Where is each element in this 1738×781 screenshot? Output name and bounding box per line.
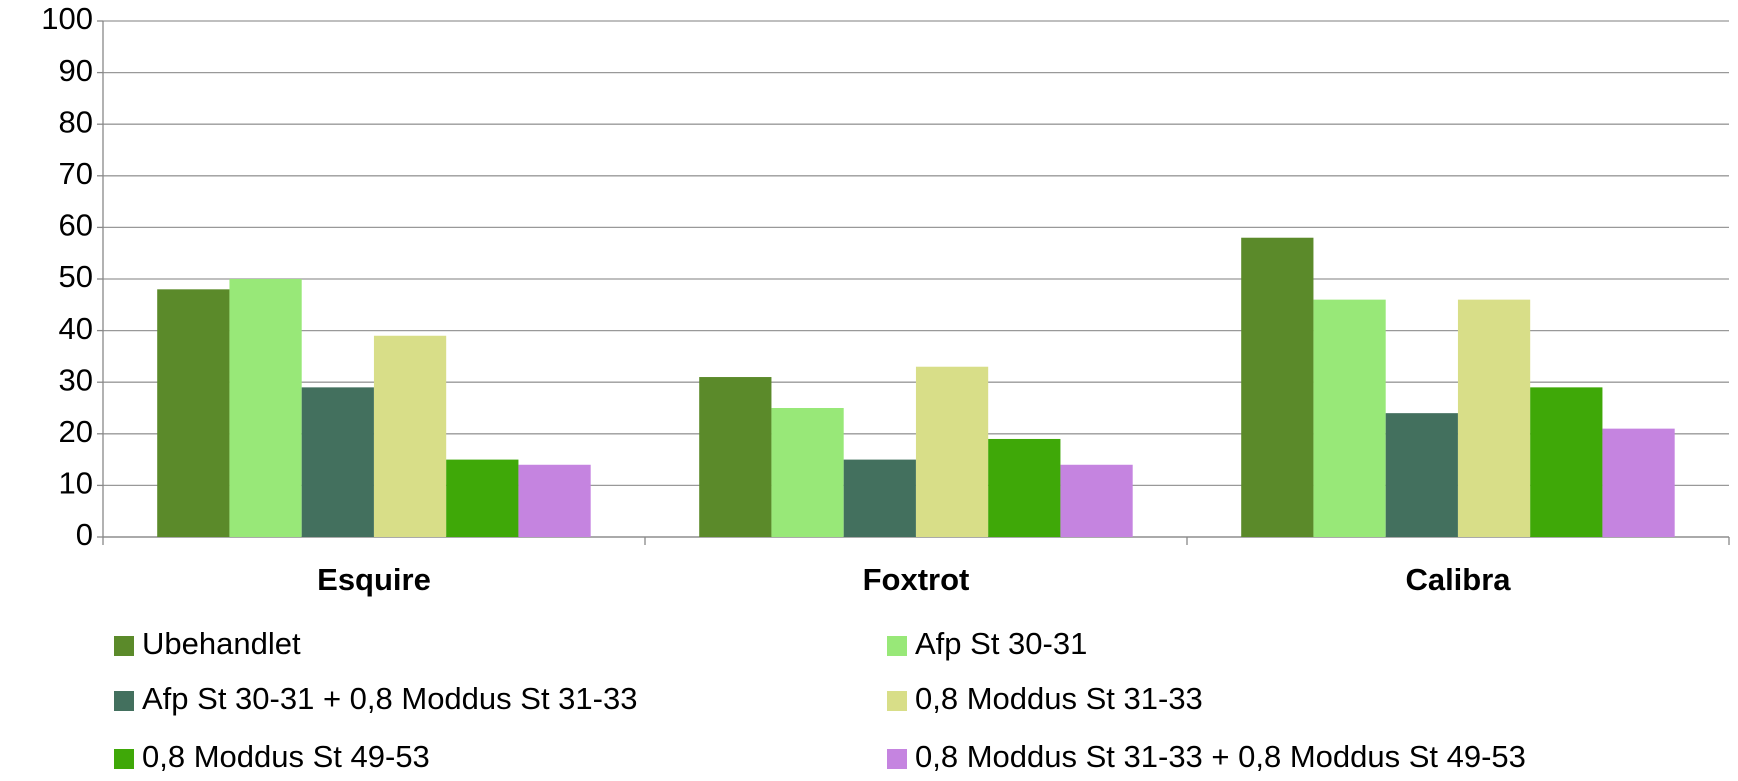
- bar: [1602, 428, 1675, 537]
- bar: [699, 377, 772, 537]
- legend-swatch: [114, 691, 134, 711]
- bar: [1241, 237, 1314, 537]
- y-tick-label: 0: [76, 517, 93, 552]
- bar: [229, 279, 302, 537]
- legend-label: Afp St 30-31 + 0,8 Moddus St 31-33: [142, 681, 637, 716]
- bar: [446, 459, 519, 537]
- bar: [1385, 413, 1458, 537]
- legend-swatch: [887, 691, 907, 711]
- y-tick-label: 90: [59, 53, 93, 88]
- bar: [157, 289, 230, 537]
- bar: [843, 459, 916, 537]
- y-tick-label: 30: [59, 362, 93, 397]
- legend-swatch: [887, 749, 907, 769]
- x-tick-label: Foxtrot: [863, 562, 970, 597]
- legend-swatch: [887, 636, 907, 656]
- bar: [518, 464, 591, 537]
- y-tick-label: 20: [59, 414, 93, 449]
- y-tick-label: 10: [59, 466, 93, 501]
- y-tick-label: 80: [59, 104, 93, 139]
- legend-label: 0,8 Moddus St 31-33: [915, 681, 1203, 716]
- bar: [373, 335, 447, 537]
- legend-label: 0,8 Moddus St 49-53: [142, 739, 430, 774]
- x-tick-label: Calibra: [1405, 562, 1511, 597]
- legend-label: Afp St 30-31: [915, 626, 1087, 661]
- bar: [1313, 299, 1386, 537]
- legend-label: 0,8 Moddus St 31-33 + 0,8 Moddus St 49-5…: [915, 739, 1526, 774]
- y-tick-label: 70: [59, 156, 93, 191]
- bar: [771, 408, 844, 537]
- y-tick-label: 60: [59, 208, 93, 243]
- bar: [1457, 299, 1531, 537]
- y-tick-label: 50: [59, 259, 93, 294]
- legend-label: Ubehandlet: [142, 626, 301, 661]
- bar: [1060, 464, 1133, 537]
- x-tick-label: Esquire: [317, 562, 431, 597]
- y-tick-label: 40: [59, 311, 93, 346]
- bar: [1530, 387, 1603, 537]
- bar: [988, 438, 1061, 537]
- bar: [301, 387, 374, 537]
- y-tick-label: 100: [41, 1, 93, 36]
- legend-swatch: [114, 636, 134, 656]
- legend-swatch: [114, 749, 134, 769]
- bar: [915, 366, 989, 537]
